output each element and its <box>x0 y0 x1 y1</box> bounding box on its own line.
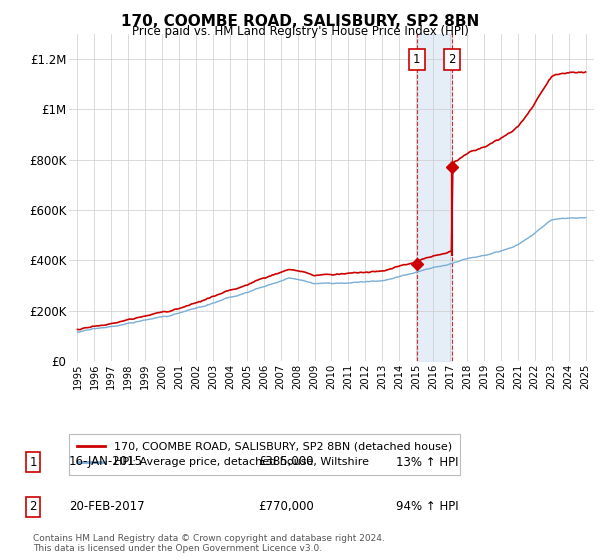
Text: 16-JAN-2015: 16-JAN-2015 <box>69 455 143 469</box>
Text: Contains HM Land Registry data © Crown copyright and database right 2024.
This d: Contains HM Land Registry data © Crown c… <box>33 534 385 553</box>
Text: 13% ↑ HPI: 13% ↑ HPI <box>396 455 458 469</box>
Text: 1: 1 <box>413 53 421 66</box>
Text: 20-FEB-2017: 20-FEB-2017 <box>69 500 145 514</box>
Text: £385,000: £385,000 <box>258 455 314 469</box>
Text: 1: 1 <box>29 455 37 469</box>
Text: 170, COOMBE ROAD, SALISBURY, SP2 8BN: 170, COOMBE ROAD, SALISBURY, SP2 8BN <box>121 14 479 29</box>
Text: £770,000: £770,000 <box>258 500 314 514</box>
Text: 2: 2 <box>448 53 456 66</box>
Text: Price paid vs. HM Land Registry's House Price Index (HPI): Price paid vs. HM Land Registry's House … <box>131 25 469 38</box>
Legend: 170, COOMBE ROAD, SALISBURY, SP2 8BN (detached house), HPI: Average price, detac: 170, COOMBE ROAD, SALISBURY, SP2 8BN (de… <box>70 434 460 475</box>
Text: 2: 2 <box>29 500 37 514</box>
Text: 94% ↑ HPI: 94% ↑ HPI <box>396 500 458 514</box>
